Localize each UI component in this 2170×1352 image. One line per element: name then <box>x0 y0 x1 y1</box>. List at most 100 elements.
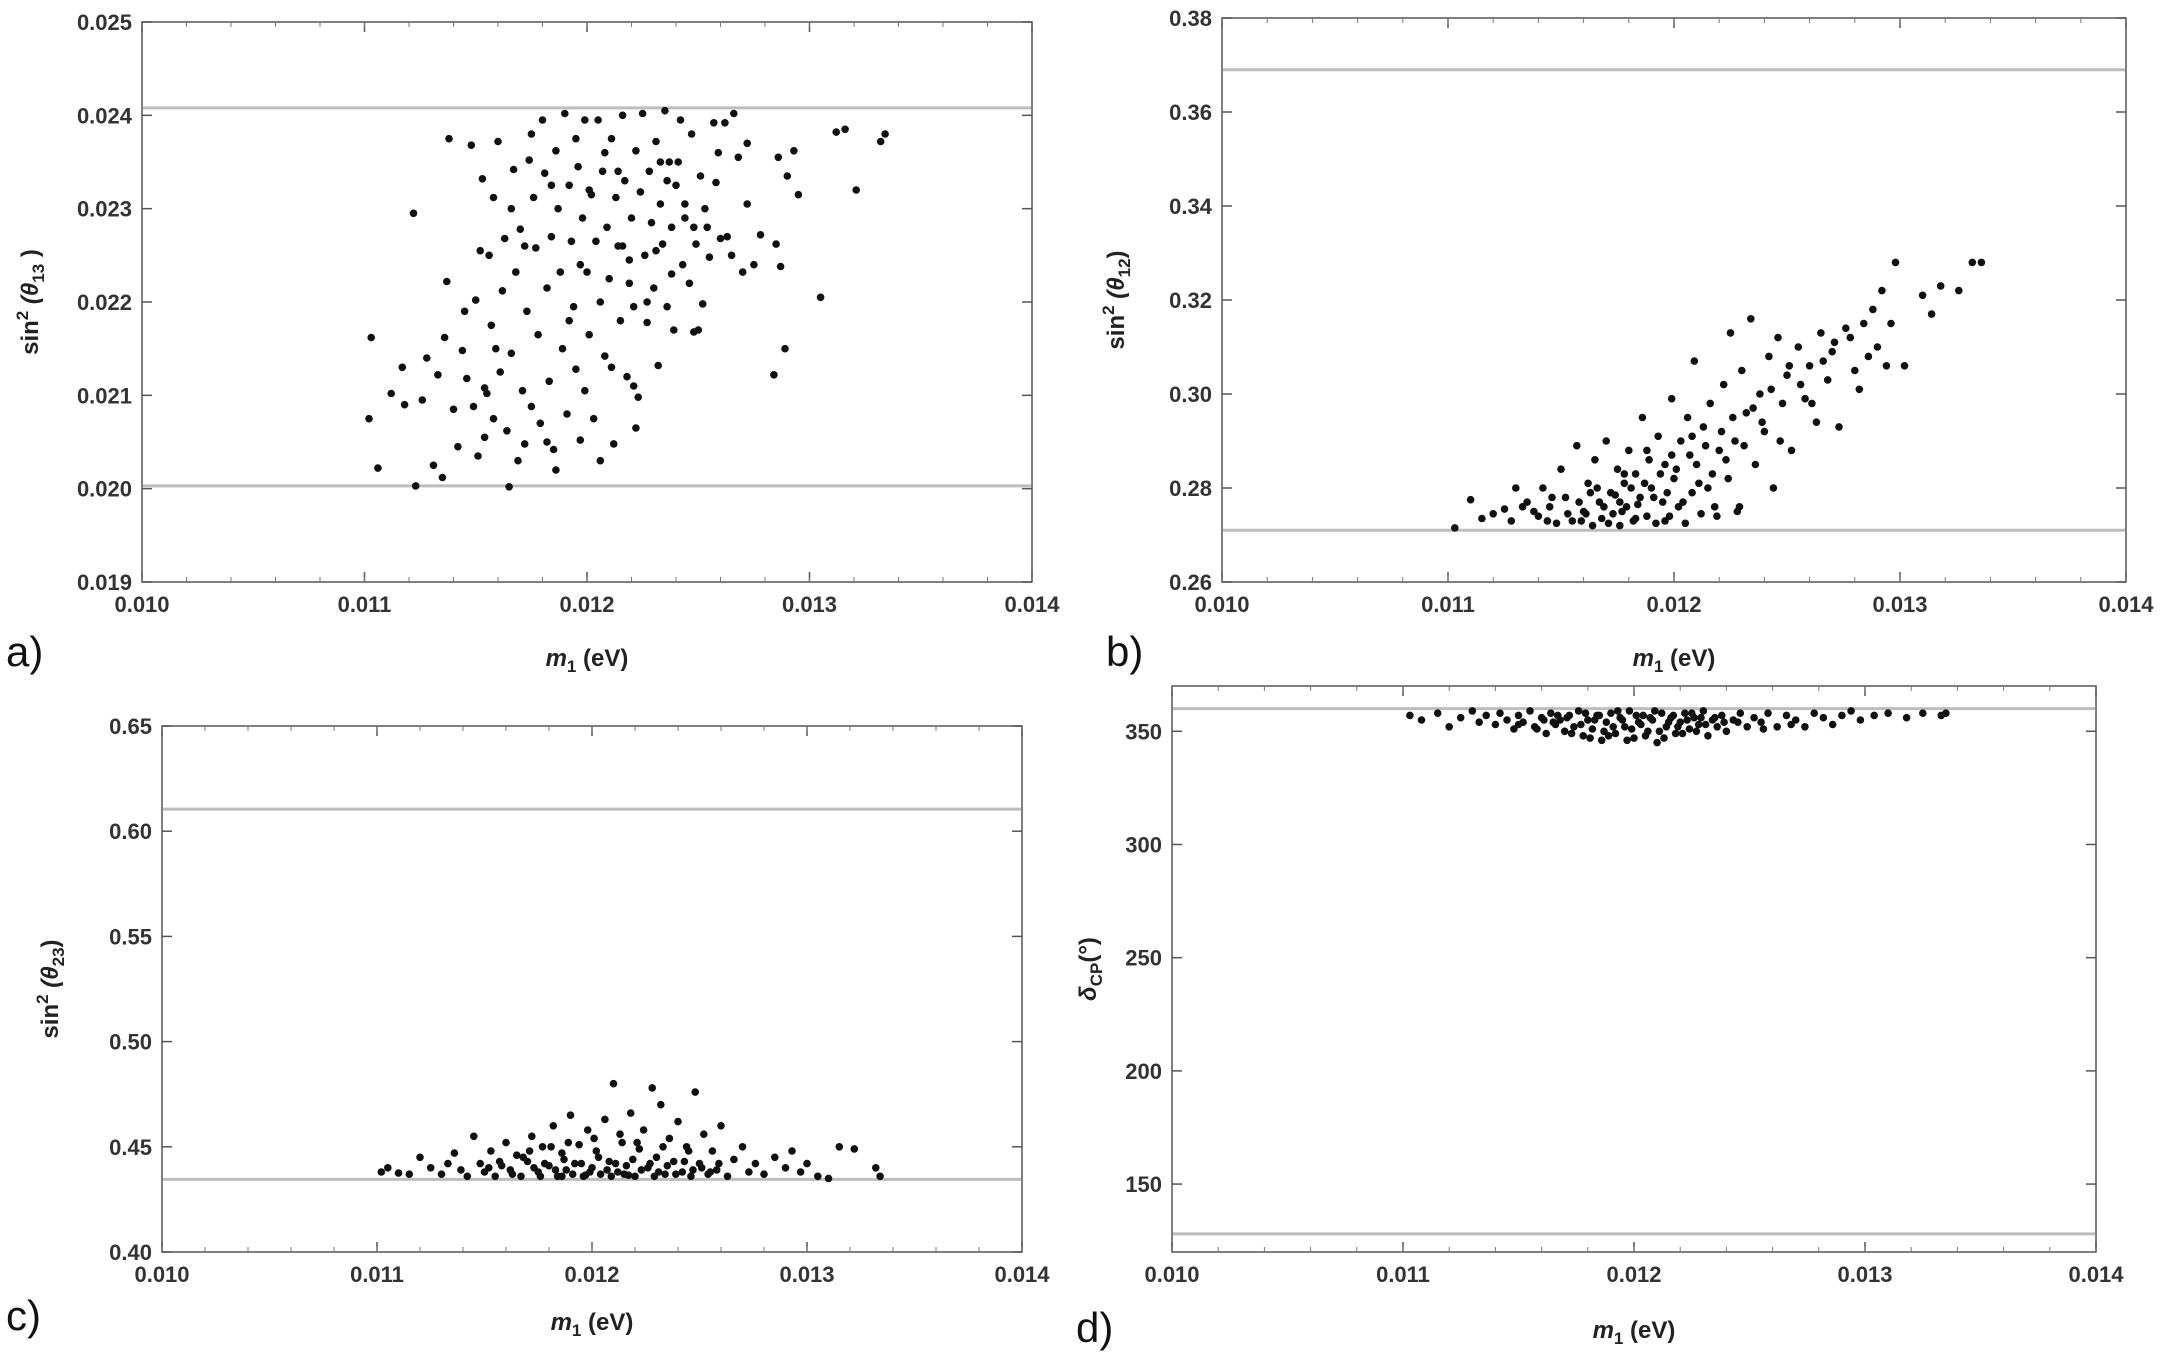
scatter-point <box>678 1168 687 1176</box>
x-axis-label-unit: (eV) <box>1623 1317 1675 1344</box>
scatter-point <box>689 1166 697 1174</box>
scatter-point <box>1620 479 1629 488</box>
scatter-point <box>1968 258 1977 267</box>
scatter-point <box>643 318 651 327</box>
scatter-point <box>1573 441 1581 450</box>
scatter-point <box>697 1164 706 1172</box>
scatter-point <box>1478 514 1486 523</box>
scatter-point <box>552 147 560 155</box>
scatter-point <box>500 234 509 243</box>
y-axis-label: sin2 (θ12) <box>1099 250 1134 349</box>
x-tick-label: 0.013 <box>1872 592 1927 617</box>
scatter-point <box>1942 709 1950 717</box>
scatter-point <box>485 1164 493 1172</box>
x-tick-label: 0.010 <box>114 592 169 617</box>
scatter-point <box>667 223 676 232</box>
y-axis-label-sub: 23 <box>49 947 68 966</box>
x-axis-label-sub: 1 <box>567 657 576 676</box>
scatter-point <box>1688 488 1696 497</box>
scatter-point <box>1692 727 1701 736</box>
scatter-point <box>665 158 674 166</box>
scatter-point <box>1609 510 1617 518</box>
scatter-point <box>394 1169 403 1177</box>
scatter-point <box>1468 707 1477 715</box>
scatter-point <box>536 419 545 428</box>
scatter-point <box>1710 503 1719 511</box>
scatter-point <box>1782 711 1791 720</box>
scatter-point <box>1679 498 1687 506</box>
scatter-point <box>612 193 620 202</box>
scatter-point <box>1677 437 1685 445</box>
scatter-point <box>581 386 589 395</box>
x-tick-label: 0.010 <box>1144 1262 1199 1287</box>
scatter-point <box>434 371 442 379</box>
x-axis-label-main: m <box>551 1309 572 1336</box>
scatter-point <box>596 298 605 306</box>
scatter-point <box>1733 507 1742 516</box>
scatter-point <box>701 204 709 213</box>
scatter-point <box>626 1109 635 1117</box>
scatter-point <box>1557 465 1565 474</box>
scatter-point <box>519 1153 527 1162</box>
scatter-point <box>576 436 585 444</box>
y-axis-label-main: δ <box>1075 986 1102 1001</box>
scatter-point <box>663 302 671 311</box>
scatter-point <box>457 1166 465 1174</box>
panel-1: 0.010 0.011 0.012 0.013 0.014 0.019 0.020 0.021… <box>6 10 1060 676</box>
scatter-point <box>492 344 500 353</box>
scatter-point <box>771 1153 779 1162</box>
scatter-point <box>605 274 613 283</box>
scatter-point <box>1646 713 1654 722</box>
scatter-point <box>1794 343 1803 351</box>
scatter-point <box>629 302 638 311</box>
scatter-point <box>445 134 453 143</box>
scatter-point <box>614 167 622 176</box>
y-tick-label: 0.50 <box>109 1030 152 1055</box>
x-tick-label: 0.010 <box>134 1262 189 1287</box>
x-tick-label: 0.013 <box>782 592 837 617</box>
scatter-point <box>423 354 431 362</box>
scatter-point <box>622 1161 631 1170</box>
scatter-point <box>564 1138 573 1147</box>
scatter-point <box>576 260 585 269</box>
scatter-point <box>1574 707 1583 715</box>
scatter-point <box>1631 514 1640 523</box>
scatter-point <box>852 186 860 194</box>
scatter-point <box>727 251 736 260</box>
scatter-point <box>605 1157 613 1166</box>
scatter-point <box>547 181 556 190</box>
scatter-point <box>715 1159 723 1168</box>
scatter-point <box>534 330 542 339</box>
scatter-point <box>532 244 540 252</box>
scatter-point <box>1756 390 1764 398</box>
scatter-point <box>1564 510 1572 518</box>
scatter-point <box>743 200 751 208</box>
scatter-point <box>1882 362 1891 370</box>
scatter-point <box>1597 514 1606 523</box>
scatter-point <box>503 427 511 435</box>
scatter-point <box>556 268 565 276</box>
scatter-point <box>703 223 711 232</box>
scatter-point <box>1713 723 1721 731</box>
scatter-point <box>1828 720 1837 729</box>
scatter-point <box>636 188 645 196</box>
scatter-point <box>705 253 714 261</box>
x-tick-label: 0.013 <box>779 1262 834 1287</box>
scatter-point <box>1884 709 1892 717</box>
scatter-point <box>516 225 525 233</box>
scatter-point <box>589 414 598 423</box>
scatter-point <box>509 165 518 174</box>
y-tick-label: 0.28 <box>1169 476 1212 501</box>
scatter-point <box>1568 517 1577 525</box>
y-tick-label: 0.55 <box>109 924 152 949</box>
y-tick-label: 0.025 <box>77 10 132 35</box>
scatter-point <box>426 1164 435 1172</box>
scatter-point <box>645 167 654 176</box>
scatter-point <box>663 1161 672 1170</box>
scatter-point <box>1523 498 1531 506</box>
scatter-point <box>1507 517 1516 525</box>
scatter-point <box>629 382 638 390</box>
scatter-point <box>634 393 642 402</box>
scatter-point <box>700 1130 708 1138</box>
